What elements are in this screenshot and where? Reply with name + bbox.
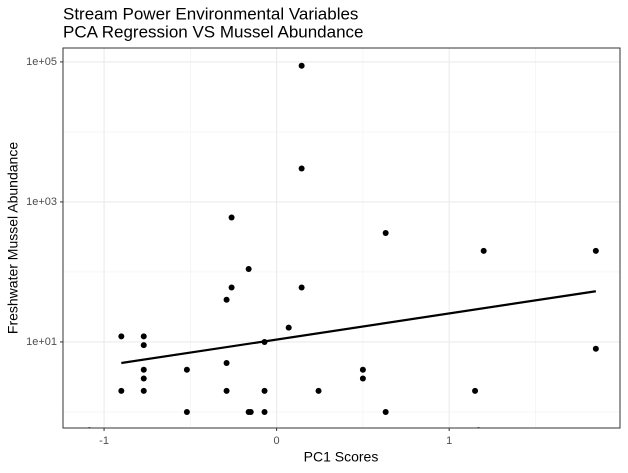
point (298, 62, 305, 69)
point (261, 408, 268, 415)
point (472, 387, 479, 394)
y-tick-label: 1e+03 (26, 196, 57, 208)
x-tick-label: 1 (446, 435, 452, 447)
point (382, 408, 389, 415)
point (223, 360, 230, 367)
point (261, 387, 268, 394)
point (245, 266, 252, 273)
point (140, 387, 147, 394)
point (315, 387, 322, 394)
x-tick-label: 0 (274, 435, 280, 447)
point (359, 366, 366, 373)
point (285, 324, 292, 331)
point (118, 333, 125, 340)
panel-border (62, 47, 621, 429)
point (228, 214, 235, 221)
y-axis-label: Freshwater Mussel Abundance (5, 142, 21, 334)
point (247, 408, 254, 415)
point (223, 387, 230, 394)
y-tick-label: 1e+01 (26, 336, 57, 348)
point (298, 165, 305, 172)
point (183, 366, 190, 373)
regression-line (121, 290, 597, 365)
point (480, 247, 487, 254)
point (223, 296, 230, 303)
point (592, 247, 599, 254)
chart-title: Stream Power Environmental Variables (63, 4, 358, 23)
point (359, 375, 366, 382)
point (140, 375, 147, 382)
point (118, 387, 125, 394)
point (592, 345, 599, 352)
point (140, 342, 147, 349)
point (382, 229, 389, 236)
point (140, 333, 147, 340)
y-tick-label: 1e+05 (26, 56, 57, 68)
plot-area (87, 62, 599, 428)
point (140, 366, 147, 373)
point (183, 408, 190, 415)
point (298, 284, 305, 291)
chart-title: PCA Regression VS Mussel Abundance (63, 22, 364, 41)
point (228, 284, 235, 291)
x-tick-label: -1 (99, 435, 109, 447)
x-axis-label: PC1 Scores (304, 449, 379, 465)
grid (63, 48, 620, 428)
